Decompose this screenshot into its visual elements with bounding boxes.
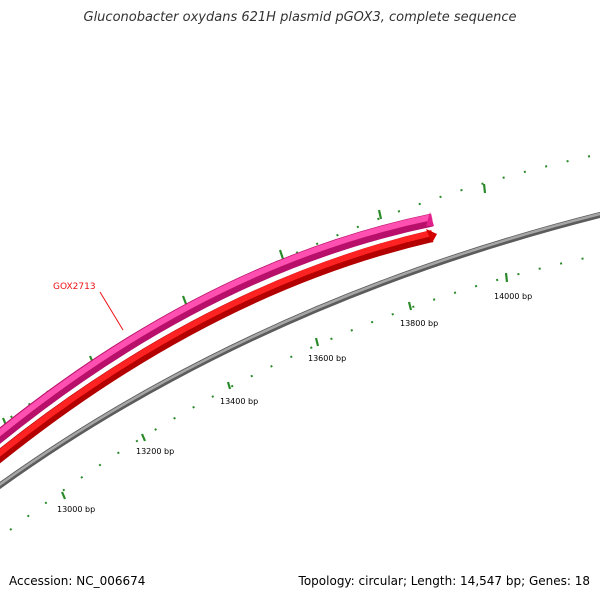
sequence-summary: Topology: circular; Length: 14,547 bp; G… <box>298 574 590 588</box>
inner-major-tick <box>504 272 509 283</box>
outer-major-tick <box>482 183 487 194</box>
map-title: Gluconobacter oxydans 621H plasmid pGOX3… <box>83 10 517 25</box>
tick-label-14000: 14000 bp <box>494 292 532 301</box>
outer-major-tick <box>278 249 285 260</box>
forward-feature-arrowhead <box>426 212 434 226</box>
inner-major-tick <box>140 433 147 442</box>
inner-major-tick <box>226 381 232 390</box>
outer-major-tick <box>181 295 188 305</box>
tick-label-13600: 13600 bp <box>308 354 346 363</box>
tick-label-13000: 13000 bp <box>57 505 95 514</box>
reverse-feature-arc-top <box>0 230 433 457</box>
inner-major-tick <box>60 491 67 500</box>
forward-feature-arc-top <box>0 214 433 437</box>
inner-major-ticks <box>60 272 509 500</box>
backbone-arc-highlight <box>0 212 600 486</box>
accession-label: Accession: NC_006674 <box>9 574 146 588</box>
gene-label: GOX2713 <box>53 282 96 292</box>
gene-label-callout <box>99 291 124 331</box>
reverse-feature-arrowhead <box>426 229 437 243</box>
inner-major-tick <box>407 301 413 311</box>
tick-label-13200: 13200 bp <box>136 447 174 456</box>
outer-tick-ring <box>0 153 600 427</box>
tick-label-13400: 13400 bp <box>220 397 258 406</box>
tick-label-13800: 13800 bp <box>400 319 438 328</box>
outer-major-tick <box>377 209 383 220</box>
inner-major-tick <box>314 337 320 347</box>
